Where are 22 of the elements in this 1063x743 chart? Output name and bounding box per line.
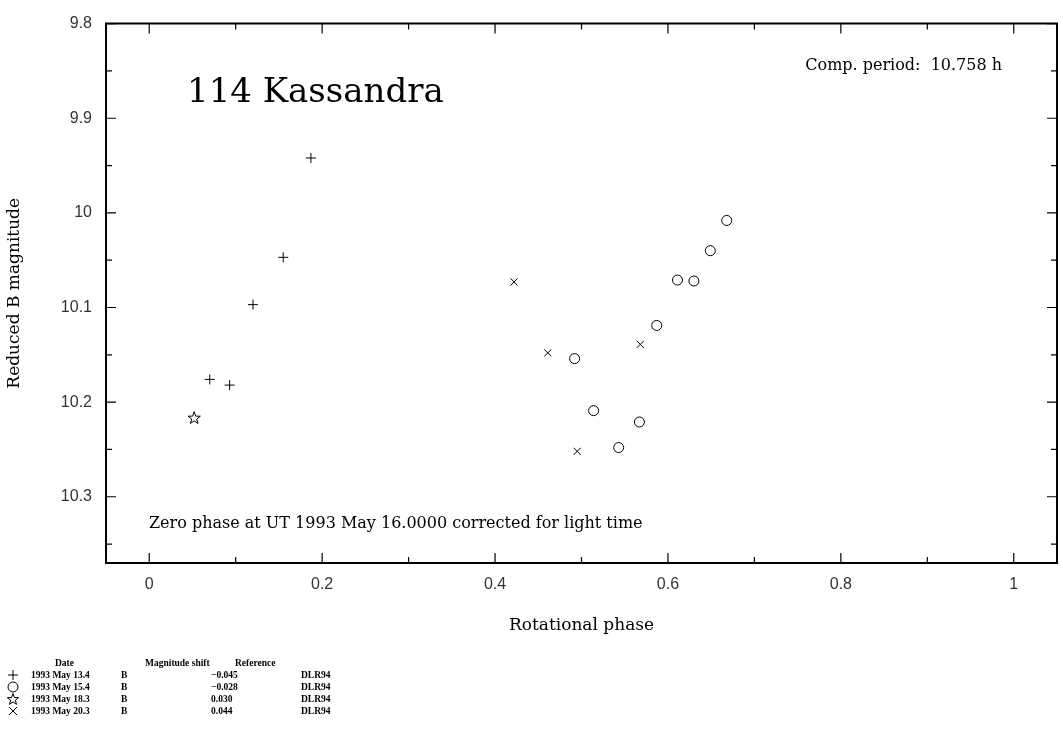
- y-axis-title: Reduced B magnitude: [2, 197, 23, 389]
- annotation: Zero phase at UT 1993 May 16.0000 corrected for light time: [149, 513, 643, 532]
- y-tick-label: 9.9: [69, 108, 93, 126]
- legend-label: 1993 May 18.3 B 0.030 DLR94: [31, 693, 332, 705]
- x-tick-label: 0.6: [656, 575, 680, 593]
- x-tick-label: 0.8: [829, 575, 853, 593]
- x-tick-label: 1: [1009, 575, 1019, 593]
- legend-label: 1993 May 20.3 B 0.044 DLR94: [31, 705, 332, 717]
- y-tick-label: 10.1: [60, 297, 93, 315]
- y-tick-label: 10: [74, 203, 93, 221]
- x-tick-label: 0.2: [311, 575, 334, 593]
- x-tick-label: 0: [144, 575, 154, 593]
- text: 114 Kassandra: [187, 69, 444, 110]
- x-tick-label: 0.4: [483, 575, 507, 593]
- y-tick-label: 10.2: [60, 392, 93, 410]
- y-tick-label: 9.8: [69, 14, 93, 32]
- x-axis-title: Rotational phase: [508, 614, 655, 635]
- annotation: Comp. period: 10.758 h: [805, 54, 1002, 74]
- legend-label: 1993 May 13.4 B −0.045 DLR94: [31, 669, 332, 681]
- y-tick-label: 10.3: [60, 487, 93, 505]
- legend-title: Date Magnitude shift Reference: [54, 657, 277, 669]
- legend-label: 1993 May 15.4 B −0.028 DLR94: [31, 681, 332, 693]
